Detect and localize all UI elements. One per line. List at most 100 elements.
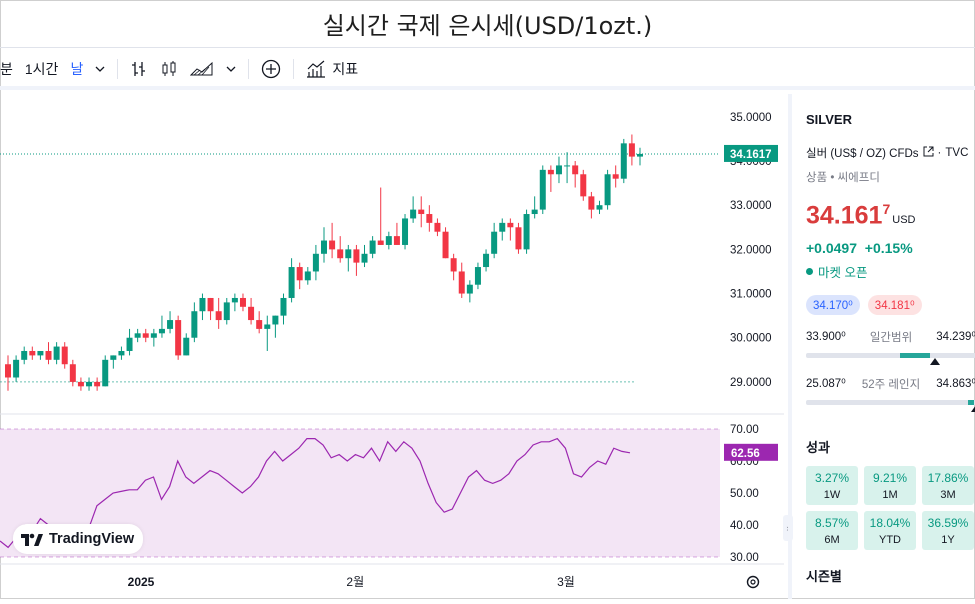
status-dot-icon (806, 268, 813, 275)
bar-chart-icon[interactable] (124, 52, 154, 86)
candle-body (240, 298, 246, 307)
interval-day-button[interactable]: 날 (64, 52, 89, 86)
rsi-axis-tick: 30.00 (730, 552, 759, 564)
price-axis-tick: 30.0000 (730, 333, 772, 345)
candle-body (159, 329, 165, 333)
rsi-axis-tick: 50.00 (730, 488, 759, 500)
candle-body (78, 382, 84, 386)
performance-cell[interactable]: 17.86% 3M (922, 466, 974, 505)
symbol-category: 상품 • 씨에프디 (806, 169, 975, 185)
candle-body (143, 333, 149, 337)
candle-body (596, 205, 602, 209)
candle-icon[interactable] (154, 52, 184, 86)
indicators-icon (306, 60, 326, 78)
candle-body (191, 311, 197, 338)
day-range-fill (900, 353, 930, 358)
week52-range-marker-icon (971, 405, 975, 412)
bid-ask: 34.170⁰ 34.181⁰ (806, 295, 975, 315)
performance-value: 17.86% (928, 471, 969, 485)
candle-body (208, 298, 214, 311)
bullet-separator: · (938, 147, 942, 159)
day-high: 34.239⁰ (936, 329, 975, 345)
candle-body (151, 333, 157, 337)
rsi-axis-tick: 40.00 (730, 520, 759, 532)
candle-body (21, 351, 27, 360)
area-chart-icon[interactable] (184, 52, 220, 86)
price-sup: 7 (882, 201, 890, 217)
candle-body (272, 316, 278, 325)
candle-body (313, 254, 319, 272)
price-axis-tick: 33.0000 (730, 200, 772, 212)
candle-body (13, 360, 19, 378)
last-price: 34.1617 (806, 201, 890, 230)
candle-body (216, 311, 222, 320)
candle-body (370, 241, 376, 254)
day-low: 33.900⁰ (806, 329, 846, 345)
external-link-icon[interactable] (923, 146, 934, 160)
toolbar-divider (293, 59, 294, 79)
price-axis-tick: 29.0000 (730, 377, 772, 389)
performance-period: 3M (940, 489, 955, 501)
candle-body (199, 298, 205, 311)
candle-body (467, 285, 473, 294)
candle-body (289, 267, 295, 298)
performance-period: 6M (824, 534, 839, 546)
candle-body (54, 347, 60, 360)
candle-body (70, 364, 76, 382)
interval-hour-button[interactable]: 1시간 (19, 52, 65, 86)
day-range-bar (806, 353, 975, 358)
candle-body (329, 241, 335, 250)
performance-cell[interactable]: 36.59%1Y (922, 511, 974, 550)
performance-cell[interactable]: 18.04%YTD (864, 511, 916, 550)
candle-body (418, 210, 424, 214)
tradingview-logo[interactable]: TradingView (13, 524, 143, 554)
chevron-down-icon[interactable] (89, 52, 111, 86)
week52-range-label: 52주 레인지 (862, 376, 920, 392)
candle-body (451, 258, 457, 271)
performance-value: 3.27% (815, 471, 849, 485)
candle-body (378, 241, 384, 245)
performance-cell[interactable]: 8.57%6M (806, 511, 858, 550)
candle-body (297, 267, 303, 280)
performance-cell[interactable]: 3.27% 1W (806, 466, 858, 505)
performance-period: 1W (824, 489, 841, 501)
performance-title: 성과 (806, 437, 975, 456)
price-axis-tick: 35.0000 (730, 112, 772, 124)
bid-price: 34.170⁰ (806, 295, 860, 315)
price-currency: USD (892, 214, 915, 226)
candle-body (580, 174, 586, 196)
change-abs: +0.0497 (806, 240, 857, 256)
settings-gear-icon[interactable] (745, 574, 763, 592)
candle-body (548, 170, 554, 174)
plus-circle-icon[interactable] (255, 52, 287, 86)
toolbar-divider (117, 59, 118, 79)
candle-body (613, 174, 619, 178)
candle-body (540, 170, 546, 210)
rsi-axis-tick: 70.00 (730, 424, 759, 436)
day-range-marker-icon (930, 358, 940, 365)
performance-period: 1M (882, 489, 897, 501)
candle-body (532, 210, 538, 214)
candle-body (110, 355, 116, 359)
candle-body (491, 232, 497, 254)
performance-period: 1Y (941, 534, 954, 546)
title-bar: 실시간 국제 은시세(USD/1ozt.) (0, 0, 975, 48)
candle-body (135, 333, 141, 337)
week52-range-bar (806, 400, 975, 405)
chevron-down-icon[interactable] (220, 52, 242, 86)
candle-body (629, 143, 635, 156)
candle-body (264, 324, 270, 328)
candle-body (443, 232, 449, 259)
indicators-button[interactable]: 지표 (300, 52, 364, 86)
candle-body (605, 174, 611, 205)
week52-low: 25.087⁰ (806, 376, 846, 392)
tradingview-logo-text: TradingView (49, 531, 134, 547)
price-axis-tick: 32.0000 (730, 244, 772, 256)
time-axis-tick: 2025 (128, 575, 155, 589)
interval-minute-button[interactable]: 분 (0, 52, 19, 86)
symbol-description[interactable]: 실버 (US$ / OZ) CFDs (806, 145, 919, 161)
performance-cell[interactable]: 9.21%1M (864, 466, 916, 505)
candle-body (524, 214, 530, 249)
